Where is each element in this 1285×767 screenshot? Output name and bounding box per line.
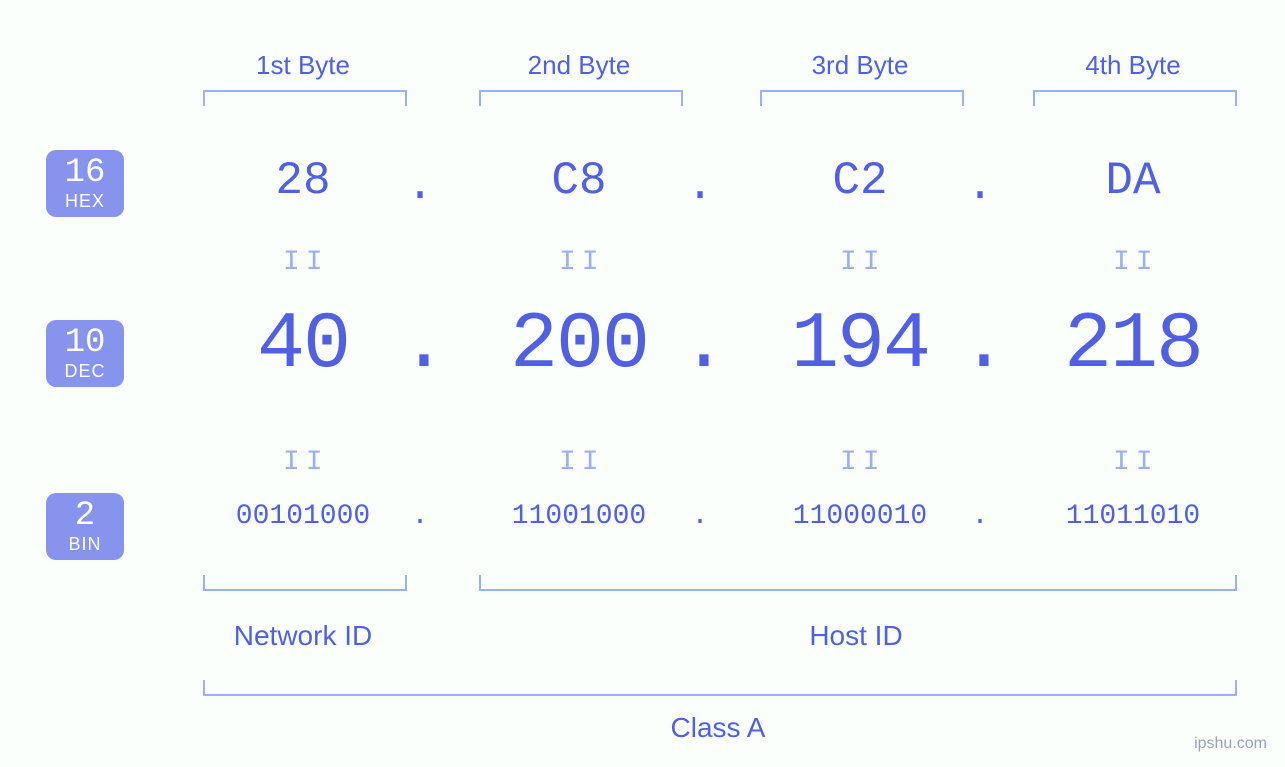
host-id-label: Host ID [479,620,1233,652]
badge-number: 10 [46,326,124,362]
byte-top-bracket [203,90,407,106]
byte-top-bracket [1033,90,1237,106]
base-badge-bin: 2BIN [46,493,124,560]
dot-separator: . [680,300,720,391]
byte-header-label: 4th Byte [1033,50,1233,81]
badge-number: 16 [46,156,124,192]
dot-separator: . [400,160,440,212]
equals-mark: II [559,247,599,278]
network-id-label: Network ID [203,620,403,652]
byte-header-label: 1st Byte [203,50,403,81]
dot-separator: . [680,160,720,212]
equals-mark: II [559,447,599,478]
dec-value: 200 [459,300,699,391]
bin-value: 11011010 [1013,501,1253,532]
equals-mark: II [840,447,880,478]
equals-mark: II [283,247,323,278]
equals-mark: II [283,447,323,478]
badge-abbrev: BIN [46,535,124,554]
equals-mark: II [1113,247,1153,278]
bin-value: 00101000 [183,501,423,532]
hex-value: C8 [479,155,679,207]
badge-abbrev: HEX [46,192,124,211]
equals-mark: II [1113,447,1153,478]
network-id-bracket [203,575,407,591]
hex-value: C2 [760,155,960,207]
dec-value: 218 [1013,300,1253,391]
dot-separator: . [400,501,440,532]
dot-separator: . [960,160,1000,212]
bin-value: 11001000 [459,501,699,532]
dot-separator: . [400,300,440,391]
dec-value: 40 [183,300,423,391]
base-badge-hex: 16HEX [46,150,124,217]
byte-top-bracket [479,90,683,106]
dot-separator: . [960,501,1000,532]
bin-value: 11000010 [740,501,980,532]
byte-header-label: 2nd Byte [479,50,679,81]
dot-separator: . [960,300,1000,391]
watermark: ipshu.com [1194,735,1267,753]
byte-top-bracket [760,90,964,106]
class-bracket [203,680,1237,696]
host-id-bracket [479,575,1237,591]
dot-separator: . [680,501,720,532]
byte-header-label: 3rd Byte [760,50,960,81]
hex-value: DA [1033,155,1233,207]
hex-value: 28 [203,155,403,207]
badge-number: 2 [46,499,124,535]
dec-value: 194 [740,300,980,391]
class-label: Class A [203,712,1233,744]
base-badge-dec: 10DEC [46,320,124,387]
badge-abbrev: DEC [46,362,124,381]
equals-mark: II [840,247,880,278]
